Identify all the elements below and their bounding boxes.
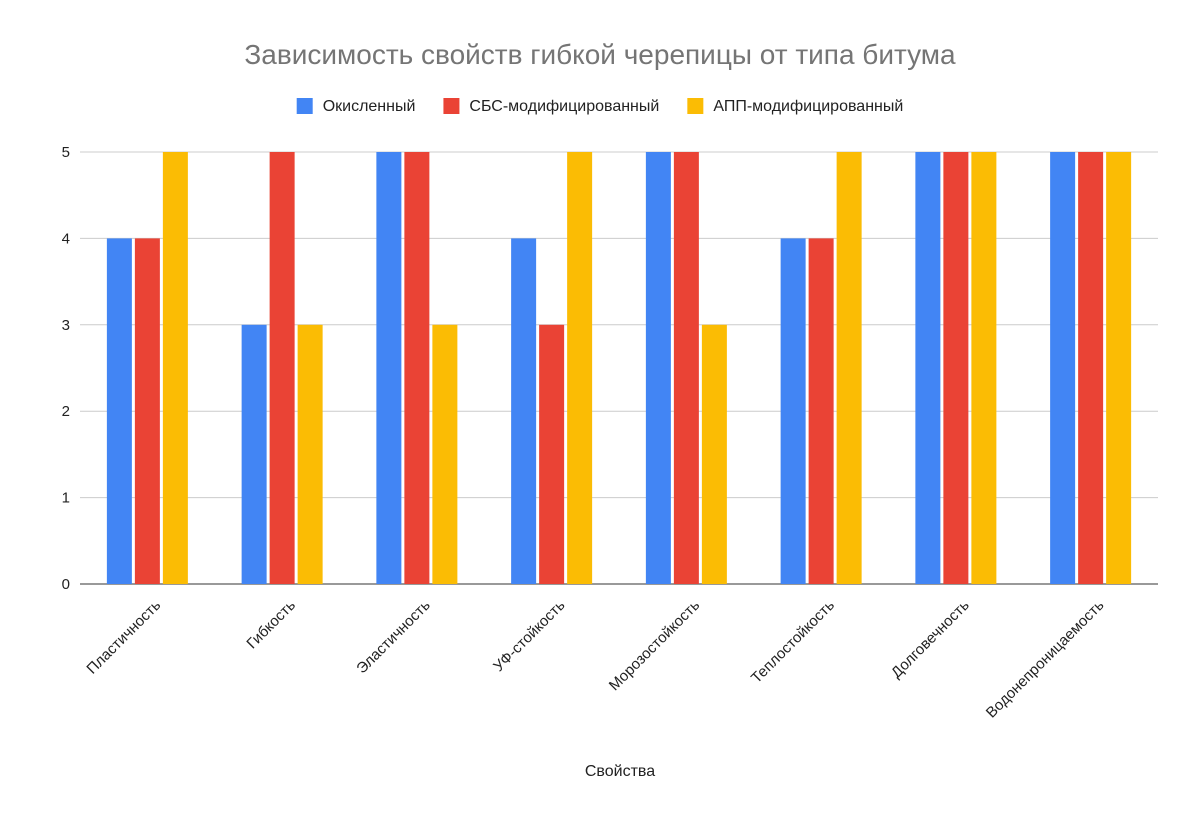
bar: [106, 238, 132, 584]
y-tick-label: 5: [62, 144, 70, 161]
legend-item: СБС-модифицированный: [443, 98, 659, 115]
x-tick-label: Пластичность: [83, 597, 164, 678]
x-axis-ticks: Пластичность Гибкость Эластичность УФ-стойк…: [83, 597, 1107, 722]
legend-swatch: [687, 98, 704, 114]
bar: [701, 324, 727, 584]
legend-item: АПП-модифицированный: [687, 98, 903, 115]
bar: [511, 238, 537, 584]
bar: [297, 324, 323, 584]
y-tick-label: 3: [62, 317, 70, 334]
bar: [645, 152, 671, 584]
x-tick-label: Водонепроницаемость: [983, 597, 1108, 722]
y-tick-label: 1: [62, 490, 70, 507]
x-tick-label: Теплостойкость: [748, 597, 838, 687]
bar: [567, 152, 593, 584]
bar: [971, 152, 997, 584]
bar: [836, 152, 862, 584]
bar: [673, 152, 699, 584]
legend-swatch: [296, 98, 313, 114]
legend-label: Окисленный: [323, 98, 416, 115]
legend-item: Окисленный: [296, 98, 416, 115]
bar: [1078, 152, 1104, 584]
y-tick-label: 4: [62, 230, 70, 247]
y-tick-label: 0: [62, 576, 70, 593]
y-tick-label: 2: [62, 403, 70, 420]
bar: [162, 152, 188, 584]
chart-title: Зависимость свойств гибкой черепицы от т…: [244, 39, 956, 70]
x-tick-label: Долговечность: [888, 597, 973, 682]
bar: [1106, 152, 1132, 584]
x-tick-label: УФ-стойкость: [490, 597, 568, 675]
legend-label: СБС-модифицированный: [469, 98, 659, 115]
legend-swatch: [443, 98, 460, 114]
legend-label: АПП-модифицированный: [713, 98, 903, 115]
bar: [915, 152, 941, 584]
bar: [241, 324, 267, 584]
bar: [1050, 152, 1076, 584]
bars: [106, 152, 1132, 584]
x-axis-title: Свойства: [585, 763, 655, 780]
bar: [780, 238, 806, 584]
bar: [404, 152, 430, 584]
x-tick-label: Эластичность: [353, 597, 434, 678]
y-axis-ticks: 0 1 2 3 4 5: [62, 144, 70, 593]
x-tick-label: Морозостойкость: [606, 597, 704, 695]
bar: [376, 152, 402, 584]
bar: [539, 324, 565, 584]
bar: [808, 238, 834, 584]
legend: Окисленный СБС-модифицированный АПП-модифи…: [296, 98, 903, 115]
bar: [432, 324, 458, 584]
x-tick-label: Гибкость: [243, 597, 299, 653]
bar: [269, 152, 295, 584]
bar: [943, 152, 969, 584]
bar: [134, 238, 160, 584]
